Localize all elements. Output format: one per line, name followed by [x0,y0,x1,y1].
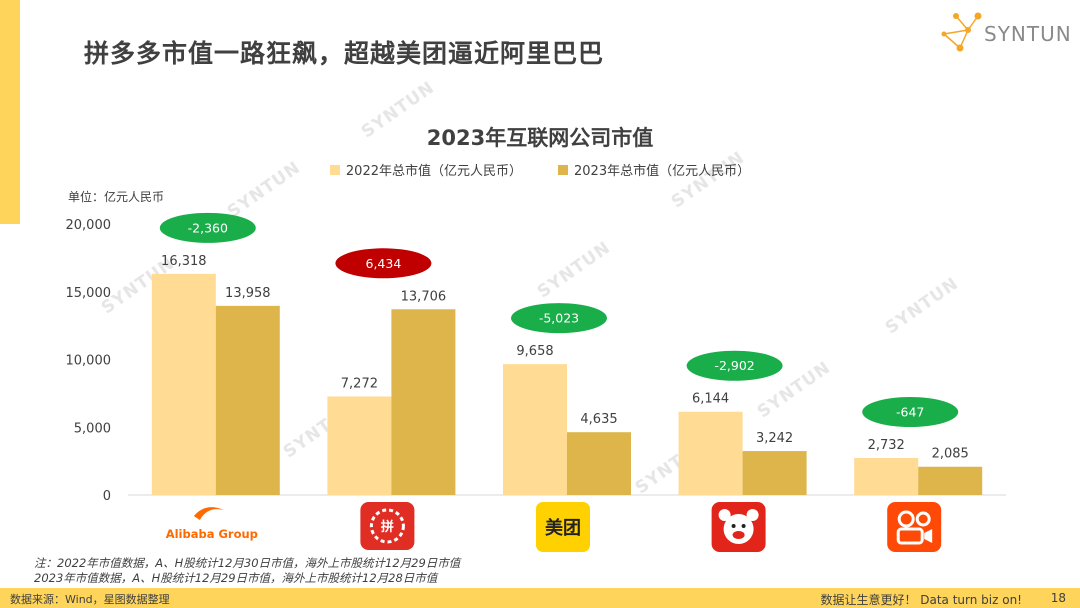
jd-logo-ear [718,509,731,521]
change-bubble [335,248,432,279]
legend-swatch-2022 [329,164,340,175]
bar-2023 [215,305,280,495]
accent-bar [0,0,20,224]
bar-2022 [151,273,216,495]
alibaba-logo-swoosh [193,507,224,520]
note-line-2: 2023年市值数据，A、H股统计12月29日市值，海外上市股统计12月28日市值 [34,571,438,585]
jd-logo-face [723,514,754,544]
legend-label-2023: 2023年总市值（亿元人民币） [574,164,751,179]
legend-item-2023: 2023年总市值（亿元人民币） [558,160,750,179]
legend-label-2022: 2022年总市值（亿元人民币） [345,164,522,179]
data-label-2022: 9,658 [516,344,553,359]
change-bubble [159,212,256,243]
syntun-logo-icon [941,12,982,52]
change-label: -647 [896,404,924,419]
jd-logo-ear [746,509,759,521]
legend-item-2022: 2022年总市值（亿元人民币） [329,160,522,179]
kuaishou-logo-ring [897,510,915,528]
unit-label: 单位：亿元人民币 [68,190,165,204]
brand-name: SYNTUN [984,22,1072,46]
kuaishou-logo-lens [924,529,933,543]
change-label: 6,434 [366,256,402,271]
y-tick-label: 0 [103,489,111,504]
bar-2023 [391,309,456,495]
change-label: -5,023 [539,311,579,326]
data-label-2023: 2,085 [932,447,969,462]
bar-2022 [854,457,919,495]
jd-logo-mouth [732,531,745,539]
data-label-2022: 7,272 [341,376,378,391]
footer-bar: 数据来源：Wind，星图数据整理 数据让生意更好！ Data turn biz … [0,588,1080,608]
page-title: 拼多多市值一路狂飙，超越美团逼近阿里巴巴 [84,39,605,68]
pinduoduo-logo [360,502,415,550]
change-bubble [686,350,783,381]
kuaishou-logo-ring [915,511,931,527]
chart-legend: 2022年总市值（亿元人民币） 2023年总市值（亿元人民币） [0,160,1080,179]
change-label: -2,360 [188,220,228,235]
pinduoduo-logo-ring [369,508,405,544]
meituan-logo-text: 美团 [545,517,581,539]
bar-2023 [918,466,983,495]
bar-2022 [327,396,392,495]
data-label-2023: 4,635 [580,412,617,427]
data-label-2023: 13,958 [225,286,271,301]
change-bubble [862,396,959,427]
data-source: 数据来源：Wind，星图数据整理 [10,593,170,606]
bar-2023 [742,451,807,495]
kuaishou-logo-body [896,527,924,545]
bar-chart: 0 5,000 10,000 15,000 20,000 16,318 13,958 -2,3… [66,212,1006,552]
data-label-2022: 2,732 [868,438,905,453]
meituan-logo [536,502,590,552]
bar-2022 [678,411,743,495]
y-tick-label: 15,000 [66,286,112,301]
note-line-1: 注：2022年市值数据，A、H股统计12月30日市值，海外上市股统计12月29日… [34,556,461,570]
footer-slogan: 数据让生意更好！ Data turn biz on! [820,593,1022,607]
y-tick-label: 10,000 [66,354,112,369]
page-number: 18 [1050,591,1066,605]
chart-title: 2023年互联网公司市值 [426,126,654,150]
y-tick-label: 5,000 [74,421,111,436]
data-label-2023: 3,242 [756,431,793,446]
chart-note: 注：2022年市值数据，A、H股统计12月30日市值，海外上市股统计12月29日… [34,556,460,586]
bar-2022 [503,364,567,495]
data-label-2023: 13,706 [401,289,447,304]
data-label-2022: 6,144 [692,392,729,407]
data-label-2022: 16,318 [161,254,207,269]
legend-swatch-2023 [558,164,568,175]
change-bubble [511,303,607,334]
y-tick-label: 20,000 [66,218,112,233]
alibaba-logo-text: Alibaba Group [166,527,258,541]
pinduoduo-logo-text: 拼 [381,519,394,535]
change-label: -2,902 [714,358,754,373]
jd-logo-eye [741,524,746,528]
bar-2023 [567,432,631,495]
jd-logo-eye [731,524,736,528]
